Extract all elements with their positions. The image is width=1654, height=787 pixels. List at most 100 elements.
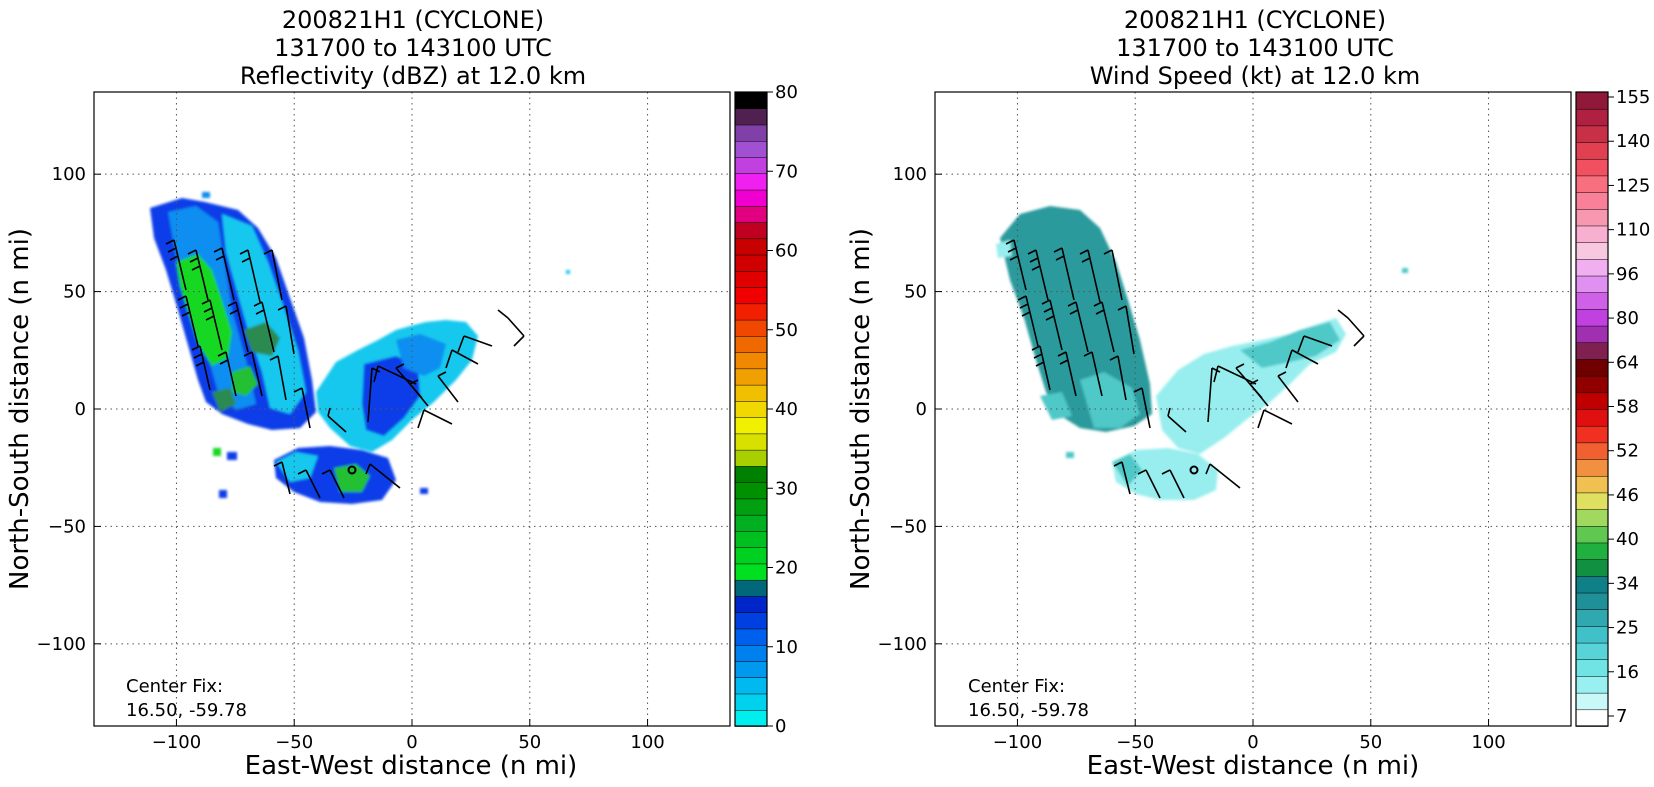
colorbar-tick-label: 16: [1616, 662, 1639, 683]
x-tick-label: 100: [1471, 732, 1505, 753]
colorbar-segment: [734, 384, 768, 402]
colorbar-tick-label: 60: [775, 241, 798, 262]
wind-barb: [1113, 461, 1131, 495]
colorbar-segment: [1575, 709, 1609, 727]
wind-barbs: [165, 239, 525, 499]
x-tick-label: −50: [1116, 732, 1154, 753]
wind-barb: [277, 305, 295, 355]
x-tick-label: 100: [630, 732, 664, 753]
colorbar-tick-label: 110: [1616, 220, 1650, 241]
y-tick-label: −50: [889, 516, 927, 537]
colorbar-segment: [734, 270, 768, 288]
colorbar-segment: [1575, 625, 1609, 644]
colorbar-segment: [734, 644, 768, 662]
wind-barb: [217, 351, 237, 397]
colorbar-tick-label: 10: [775, 637, 798, 658]
echo-main-darkgreen: [244, 322, 280, 356]
colorbar-segment: [734, 709, 768, 727]
colorbar-segment: [1575, 659, 1609, 677]
colorbar-tick-label: 25: [1616, 618, 1639, 639]
colorbar-segment: [734, 303, 768, 321]
x-tick-label: 50: [518, 732, 541, 753]
wind-barb: [269, 355, 287, 401]
x-axis-label: East-West distance (n mi): [1087, 751, 1420, 781]
colorbar-segment: [734, 660, 768, 678]
x-tick-label: −100: [152, 732, 201, 753]
wind-barb: [1103, 249, 1123, 301]
title-line-3: Reflectivity (dBZ) at 12.0 km: [240, 62, 586, 90]
wind-barb: [1337, 309, 1365, 347]
wind-barb: [227, 301, 249, 353]
center-marker: [347, 465, 357, 475]
colorbar-segment: [1575, 108, 1609, 127]
colorbar-segment: [734, 156, 768, 175]
colorbar-segment: [734, 611, 768, 630]
colorbar-segment: [1575, 508, 1609, 527]
reflectivity-panel: 200821H1 (CYCLONE) 131700 to 143100 UTC …: [5, 6, 798, 781]
colorbar-segment: [734, 254, 768, 272]
colorbar-segment: [734, 530, 768, 548]
wind-barb: [1041, 299, 1063, 351]
wind-barb: [409, 379, 429, 407]
wind-barb: [457, 335, 493, 353]
echo-main-darkgreen-2: [212, 388, 236, 412]
colorbar-segment: [1575, 608, 1609, 627]
colorbar-segment: [1575, 692, 1609, 711]
colorbar-segment: [734, 124, 768, 142]
wind-barb: [1161, 469, 1185, 499]
wind-barb: [293, 387, 311, 429]
colorbar-segment: [734, 595, 768, 613]
echo-speck: [202, 192, 210, 198]
colorbar-segment: [734, 108, 768, 126]
wind-barbs: [1005, 239, 1365, 499]
wind-barb: [187, 249, 209, 301]
wind-barb: [437, 371, 459, 403]
y-axis-label: North-South distance (n mi): [846, 228, 876, 590]
colorbar-tick-label: 40: [775, 399, 798, 420]
wind-south-teal: [1112, 454, 1142, 486]
wind-barb: [1109, 355, 1127, 401]
wind-main-light: [1080, 372, 1140, 428]
colorbar-tick-label: 64: [1616, 352, 1639, 373]
y-tick-label: −100: [37, 634, 86, 655]
wind-speck: [1066, 452, 1074, 458]
colorbar-tick-label: 52: [1616, 441, 1639, 462]
colorbar-segment: [1575, 542, 1609, 560]
colorbar-tick-label: 34: [1616, 573, 1639, 594]
y-tick-label: 0: [75, 399, 86, 420]
colorbar-segment: [734, 416, 768, 435]
x-tick-label: 0: [406, 732, 417, 753]
wind-barb: [1205, 463, 1241, 489]
colorbar-segment: [1575, 558, 1609, 577]
colorbar-segment: [1575, 342, 1609, 360]
reflectivity-colorbar: 0 10 20 30 40 50 60 70 80: [734, 82, 798, 737]
wind-barb: [497, 309, 525, 347]
colorbar-segment: [1575, 525, 1609, 544]
colorbar-segment: [1575, 642, 1609, 661]
colorbar-segment: [1575, 225, 1609, 243]
title-line-1: 200821H1 (CYCLONE): [1124, 6, 1386, 34]
colorbar-segment: [734, 563, 768, 581]
wind-barb: [191, 345, 211, 391]
colorbar-segment: [1575, 191, 1609, 210]
wind-barb: [1249, 379, 1269, 407]
colorbar-segment: [1575, 392, 1609, 410]
x-tick-label: 50: [1359, 732, 1382, 753]
colorbar-segment: [1575, 408, 1609, 427]
wind-barb: [1297, 335, 1333, 353]
wind-barb: [201, 299, 223, 351]
colorbar-segment: [1575, 258, 1609, 277]
echo-south-green: [334, 464, 370, 492]
wind-barb: [1117, 305, 1135, 355]
wind-barb: [1213, 365, 1257, 385]
colorbar-tick-label: 70: [775, 161, 798, 182]
wind-barb: [373, 365, 417, 385]
colorbar-frame: [1575, 91, 1609, 727]
colorbar-segment: [734, 368, 768, 386]
colorbar-segment: [734, 449, 768, 467]
colorbar-tick-label: 30: [775, 478, 798, 499]
title-line-3: Wind Speed (kt) at 12.0 km: [1090, 62, 1421, 90]
wind-barb: [1083, 351, 1103, 397]
wind-barb: [243, 351, 263, 397]
axis-ticks: −100 −50 0 50 100 −100 −50 0 50 100: [878, 164, 1506, 753]
